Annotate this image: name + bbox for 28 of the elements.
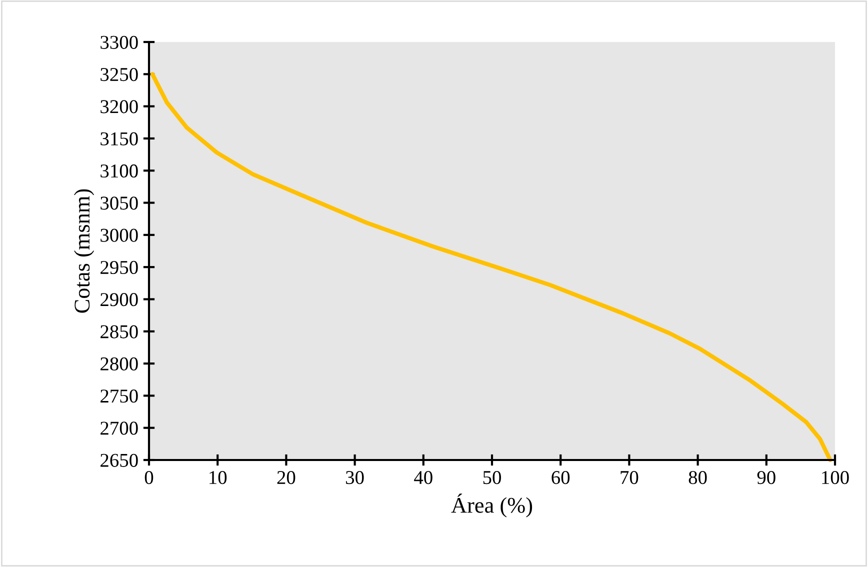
y-tick-label: 3100 — [100, 164, 138, 178]
y-tick-label: 3000 — [100, 228, 138, 242]
y-tick-label: 3150 — [100, 132, 138, 146]
x-tick-label: 0 — [144, 470, 154, 484]
x-tick-label: 50 — [483, 470, 501, 484]
x-tick-label: 80 — [688, 470, 707, 484]
line-series — [150, 72, 832, 462]
y-tick-label: 2900 — [100, 293, 138, 306]
x-tick-label: 20 — [277, 470, 296, 484]
y-axis-title: Cotas (msnm) — [74, 189, 94, 313]
x-tick-label: 60 — [552, 470, 570, 484]
x-tick-label: 40 — [414, 470, 432, 484]
x-tick-label: 70 — [620, 470, 638, 484]
y-tick-label: 2850 — [100, 325, 138, 338]
y-tick-label: 2750 — [100, 390, 138, 403]
x-tick-label: 10 — [210, 470, 227, 484]
y-tick-label: 3050 — [100, 196, 138, 210]
x-axis-title: Área (%) — [451, 494, 532, 518]
y-tick-label: 2700 — [100, 422, 138, 435]
y-tick-label: 3300 — [100, 36, 138, 49]
y-tick-label: 2950 — [100, 260, 138, 274]
x-tick-label: 30 — [346, 470, 364, 484]
y-tick-label: 3200 — [100, 100, 138, 114]
x-tick-label: 90 — [757, 470, 776, 484]
x-tick-label: 100 — [822, 470, 849, 484]
y-tick-label: 2650 — [100, 454, 138, 467]
y-tick-label: 2800 — [100, 357, 138, 370]
y-tick-label: 3250 — [100, 68, 138, 82]
